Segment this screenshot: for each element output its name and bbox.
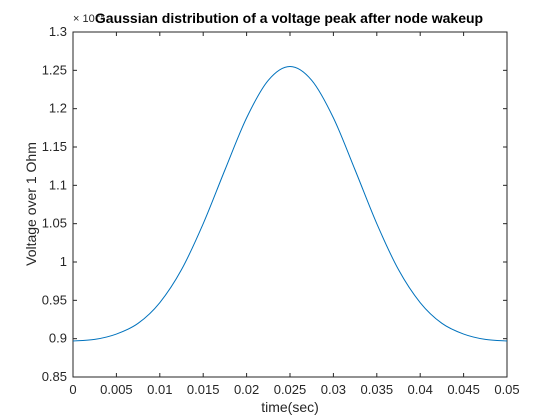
x-tick-label: 0.03	[321, 382, 346, 397]
plot-area	[72, 31, 508, 378]
x-tick-label: 0	[69, 382, 76, 397]
x-tick-label: 0.04	[408, 382, 433, 397]
x-tick-label: 0.025	[274, 382, 307, 397]
x-tick-label: 0.035	[361, 382, 394, 397]
y-tick-label: 1.05	[42, 216, 67, 231]
x-tick-label: 0.02	[234, 382, 259, 397]
y-tick-label: 1.25	[42, 62, 67, 77]
y-tick-label: 0.9	[49, 331, 67, 346]
y-exponent-label: × 10⁻⁵	[73, 13, 105, 25]
x-tick-label: 0.05	[494, 382, 519, 397]
tick-labels: 0 0.005 0.01 0.015 0.02 0.025 0.03 0.035 0.04 0.0…	[42, 24, 520, 397]
y-tick-label: 0.85	[42, 369, 67, 384]
y-axis-label: Voltage over 1 Ohm	[23, 142, 39, 266]
y-tick-label: 1	[60, 254, 67, 269]
axis-ticks	[72, 31, 508, 378]
y-tick-label: 0.95	[42, 292, 67, 307]
x-tick-label: 0.015	[187, 382, 220, 397]
y-tick-label: 1.3	[49, 24, 67, 39]
y-tick-label: 1.15	[42, 139, 67, 154]
chart-title: Gaussian distribution of a voltage peak …	[95, 10, 483, 26]
x-tick-label: 0.01	[147, 382, 172, 397]
x-tick-label: 0.045	[447, 382, 480, 397]
y-tick-label: 1.1	[49, 177, 67, 192]
y-tick-label: 1.2	[49, 101, 67, 116]
x-tick-label: 0.005	[100, 382, 133, 397]
series-line	[72, 65, 508, 342]
x-axis-label: time(sec)	[261, 399, 319, 415]
